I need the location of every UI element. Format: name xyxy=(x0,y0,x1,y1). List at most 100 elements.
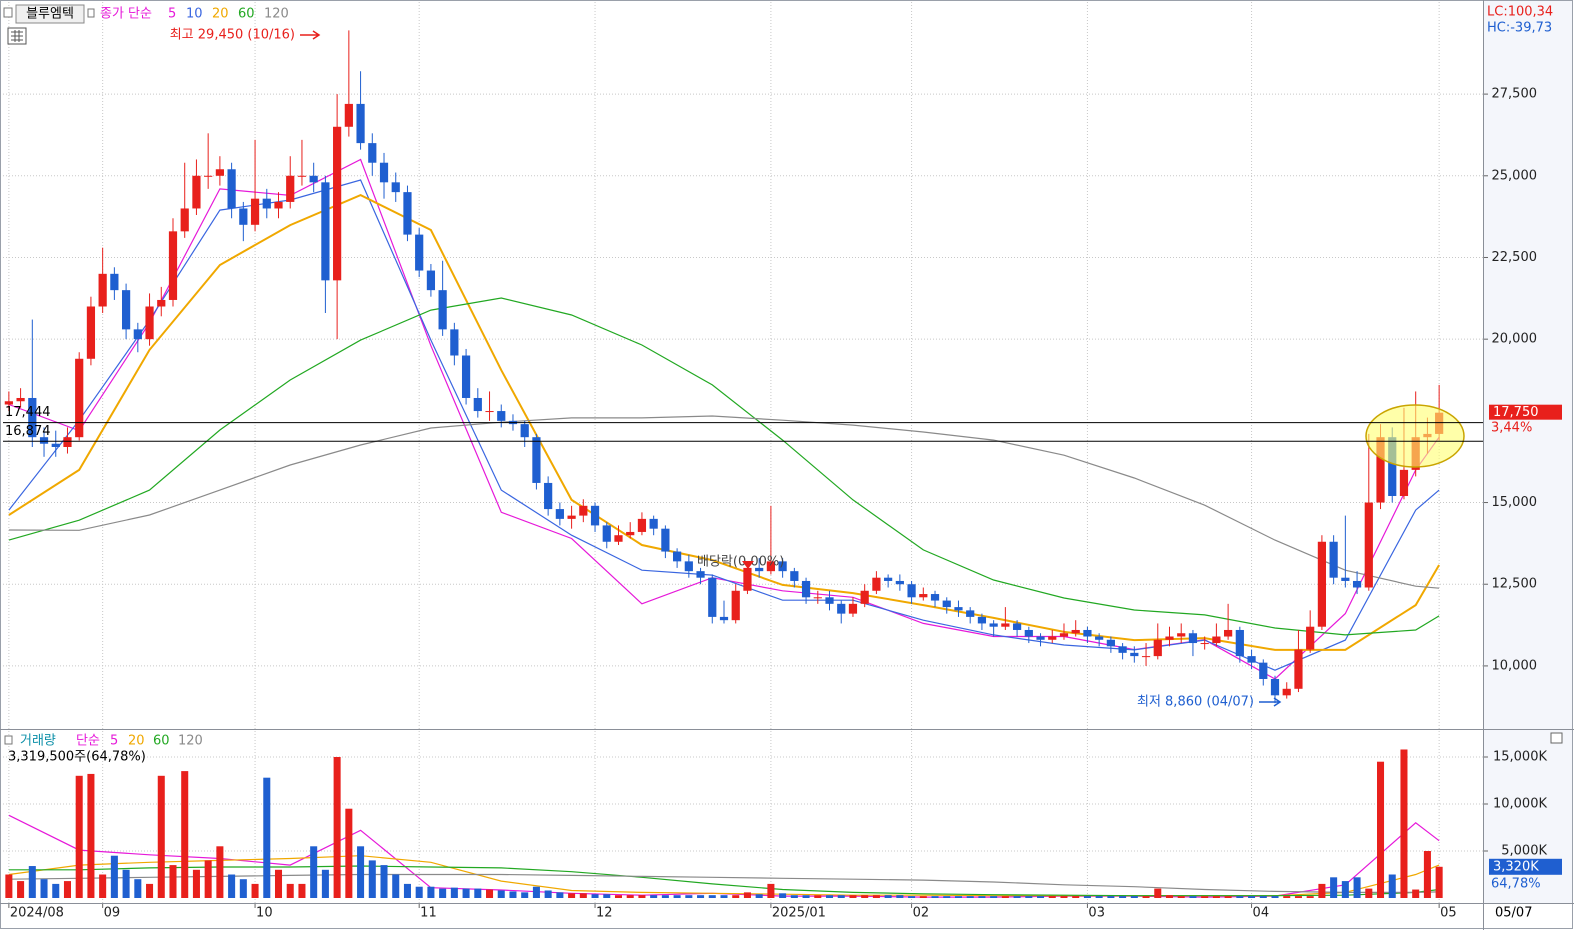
candle-body xyxy=(684,561,693,572)
candle-body xyxy=(415,234,424,271)
volume-bar xyxy=(1353,877,1361,898)
ma-line xyxy=(8,415,1440,589)
volume-bar xyxy=(486,889,494,898)
volume-bar xyxy=(134,879,142,898)
volume-bar xyxy=(333,757,341,898)
volume-bar xyxy=(1130,896,1138,898)
candle-body xyxy=(1235,629,1244,657)
event-marker xyxy=(742,561,754,569)
volume-bar xyxy=(415,886,423,898)
candle-body xyxy=(942,600,951,608)
legend-entry: 120 xyxy=(178,734,203,749)
candle-body xyxy=(403,192,412,235)
y-tick-label: 10,000 xyxy=(1492,658,1538,673)
candle-body xyxy=(919,594,928,598)
candle-body xyxy=(778,561,787,572)
volume-bar xyxy=(521,892,529,898)
volume-bar xyxy=(310,846,318,898)
candle-body xyxy=(626,531,635,536)
volume-bar xyxy=(685,895,693,898)
candle-body xyxy=(63,437,72,447)
candle-body xyxy=(977,616,987,624)
candle-body xyxy=(1399,469,1409,497)
volume-bar xyxy=(1177,896,1185,898)
volume-bar xyxy=(1001,896,1009,898)
volume-bar xyxy=(439,888,447,898)
candle-body xyxy=(461,355,471,398)
candle-body xyxy=(907,584,916,598)
change-label: 3,44% xyxy=(1491,421,1532,436)
candle-body xyxy=(379,162,389,183)
candle-body xyxy=(1024,629,1033,637)
candle-body xyxy=(28,397,37,438)
volume-bar xyxy=(251,883,259,898)
volume-bar xyxy=(802,895,810,898)
volume-bar xyxy=(87,773,95,898)
candle-body xyxy=(614,535,623,542)
menu-icon[interactable] xyxy=(3,7,13,18)
volume-bar xyxy=(931,896,939,898)
volume-bar xyxy=(450,887,458,898)
legend-entry: 60 xyxy=(238,7,255,22)
candle-body xyxy=(262,198,271,209)
volume-bar xyxy=(825,895,834,898)
volume-bar xyxy=(1271,896,1279,898)
x-tick-label: 2025/01 xyxy=(772,906,826,921)
candle-body xyxy=(204,175,213,177)
candle-body xyxy=(1224,629,1233,637)
volume-bar xyxy=(708,895,716,898)
candle-body xyxy=(1294,649,1303,689)
y-axis-panel xyxy=(1483,1,1572,903)
volume-bar xyxy=(1400,749,1408,898)
candle-body xyxy=(274,201,283,209)
volume-bar xyxy=(1435,866,1443,898)
volume-bar xyxy=(1283,896,1291,898)
volume-bar xyxy=(849,895,857,898)
volume-bar xyxy=(1330,877,1338,898)
candle-body xyxy=(1188,633,1198,644)
volume-bar xyxy=(1037,896,1045,898)
volume-bar xyxy=(1318,883,1326,898)
stock-name[interactable]: 블루엠텍 xyxy=(26,7,74,22)
volume-bar xyxy=(392,874,400,898)
volume-bar xyxy=(638,895,646,898)
x-tick-label: 05 xyxy=(1440,906,1457,921)
last-price-box xyxy=(1489,404,1562,420)
candle-body xyxy=(1376,437,1385,503)
x-tick-label: 10 xyxy=(256,906,273,921)
volume-bar xyxy=(228,874,236,898)
candle-body xyxy=(848,603,858,614)
candle-body xyxy=(1270,678,1280,696)
y-tick-label: 15,000 xyxy=(1492,495,1538,510)
volume-bar xyxy=(1154,888,1162,898)
volume-bar xyxy=(626,895,634,898)
overlay-layer: 17,444 16,874 17,750 3,320K xyxy=(3,404,1562,875)
y-tick-label: 10,000K xyxy=(1493,797,1547,812)
volume-bar xyxy=(427,886,435,898)
volume-bar xyxy=(75,775,83,898)
volume-bar xyxy=(380,865,388,898)
close-button[interactable] xyxy=(1550,732,1563,744)
volume-bar xyxy=(732,895,740,898)
candle-body xyxy=(180,208,189,232)
legend-entry: 5 xyxy=(168,7,176,22)
candle-body xyxy=(1352,580,1362,588)
candle-body xyxy=(286,175,295,202)
candle-body xyxy=(837,603,846,614)
candle-body xyxy=(755,567,764,572)
stock-button[interactable] xyxy=(15,4,85,24)
candle-body xyxy=(215,169,224,176)
volume-bar xyxy=(779,893,787,898)
volume-bar xyxy=(1388,874,1396,898)
volume-bar xyxy=(1107,896,1115,898)
candle-body xyxy=(1200,643,1209,645)
table-icon-lines xyxy=(11,30,23,42)
volume-bar xyxy=(755,894,763,898)
high-label: 최고 29,450 (10/16) xyxy=(170,28,295,43)
candle-layer xyxy=(4,30,1444,898)
x-tick-label: 02 xyxy=(913,906,930,921)
y-tick-label: 12,500 xyxy=(1492,577,1538,592)
volume-bar xyxy=(1365,888,1373,898)
